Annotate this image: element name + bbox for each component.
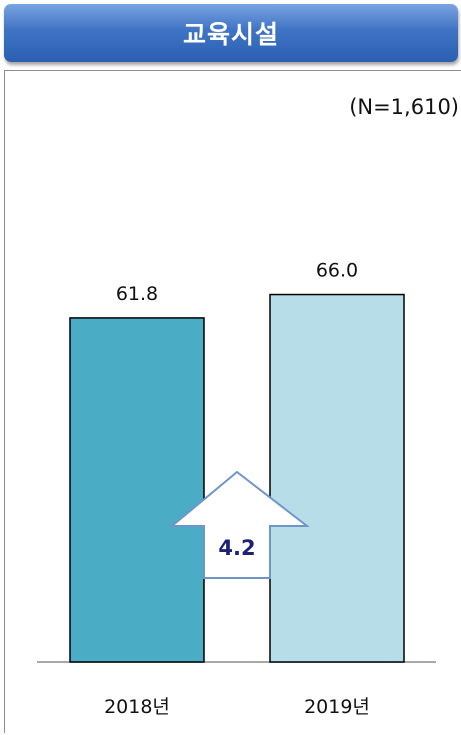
x-tick-label-1: 2019년 [304,696,370,718]
chart-title: 교육시설 [182,20,279,49]
x-tick-label-0: 2018년 [104,696,170,718]
data-label-0: 61.8 [116,283,158,305]
difference-label: 4.2 [218,536,255,560]
bar-0 [69,317,205,663]
increase-arrow-icon [169,470,310,579]
chart-title-banner: 교육시설 [4,4,458,62]
data-label-1: 66.0 [316,260,358,282]
bar-1 [269,293,405,663]
sample-size-label: (N=1,610) [349,95,459,119]
